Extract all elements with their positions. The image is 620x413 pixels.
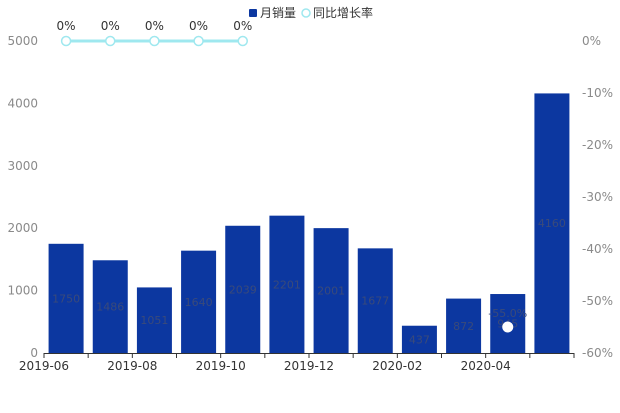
y-left-tick-label: 5000 xyxy=(7,34,38,48)
bar-data-label: 2201 xyxy=(273,278,301,291)
bar xyxy=(136,287,172,353)
y-right-tick-label: -50% xyxy=(582,294,613,308)
bar xyxy=(401,325,437,353)
bar-data-label: 4160 xyxy=(538,217,566,230)
growth-point xyxy=(193,35,204,47)
y-right-tick-label: -60% xyxy=(582,346,613,360)
bar xyxy=(357,248,393,353)
bar-data-label: 872 xyxy=(453,320,474,333)
bar-data-label: 1677 xyxy=(361,295,389,308)
y-left-tick-label: 1000 xyxy=(7,284,38,298)
growth-data-label: 0% xyxy=(233,19,252,33)
x-tick-label: 2019-08 xyxy=(107,359,157,373)
growth-data-label: 0% xyxy=(101,19,120,33)
x-tick-label: 2020-04 xyxy=(461,359,511,373)
bar xyxy=(534,93,570,353)
growth-point xyxy=(105,35,116,47)
bar-data-label: 2039 xyxy=(229,283,257,296)
y-right-tick-label: -10% xyxy=(582,86,613,100)
bar xyxy=(48,243,84,353)
y-right-tick-label: 0% xyxy=(582,34,601,48)
bar xyxy=(269,215,305,353)
x-tick-label: 2020-02 xyxy=(372,359,422,373)
growth-point xyxy=(502,321,514,333)
bar-data-label: 1750 xyxy=(52,292,80,305)
growth-point xyxy=(60,35,72,47)
bar-data-label: 1051 xyxy=(140,314,168,327)
bar-data-label: 1640 xyxy=(185,296,213,309)
growth-data-label: 0% xyxy=(145,19,164,33)
y-left-tick-label: 2000 xyxy=(7,221,38,235)
x-tick-label: 2019-10 xyxy=(196,359,246,373)
y-right-tick-label: -40% xyxy=(582,242,613,256)
y-left-tick-label: 3000 xyxy=(7,159,38,173)
y-right-tick-label: -20% xyxy=(582,138,613,152)
bar xyxy=(181,250,217,353)
bar xyxy=(92,260,128,353)
x-tick-label: 2019-06 xyxy=(19,359,69,373)
y-right-tick-label: -30% xyxy=(582,190,613,204)
growth-data-label: -55.0% xyxy=(488,307,527,320)
y-left-tick-label: 4000 xyxy=(7,96,38,110)
bar-data-label: 437 xyxy=(409,333,430,346)
growth-data-label: 0% xyxy=(57,19,76,33)
bar xyxy=(225,225,261,353)
growth-point xyxy=(149,35,160,47)
growth-data-label: 0% xyxy=(189,19,208,33)
bar xyxy=(446,298,482,353)
growth-point xyxy=(237,35,248,47)
legend-swatch-bar xyxy=(249,9,257,17)
bar-data-label: 2001 xyxy=(317,285,345,298)
bar-data-label: 1486 xyxy=(96,301,124,314)
legend-swatch-line xyxy=(301,8,311,18)
x-tick-label: 2019-12 xyxy=(284,359,334,373)
legend-label-bar: 月销量 xyxy=(260,6,296,20)
legend-label-line: 同比增长率 xyxy=(313,5,373,20)
y-left-tick-label: 0 xyxy=(30,346,38,360)
bar xyxy=(313,228,349,353)
